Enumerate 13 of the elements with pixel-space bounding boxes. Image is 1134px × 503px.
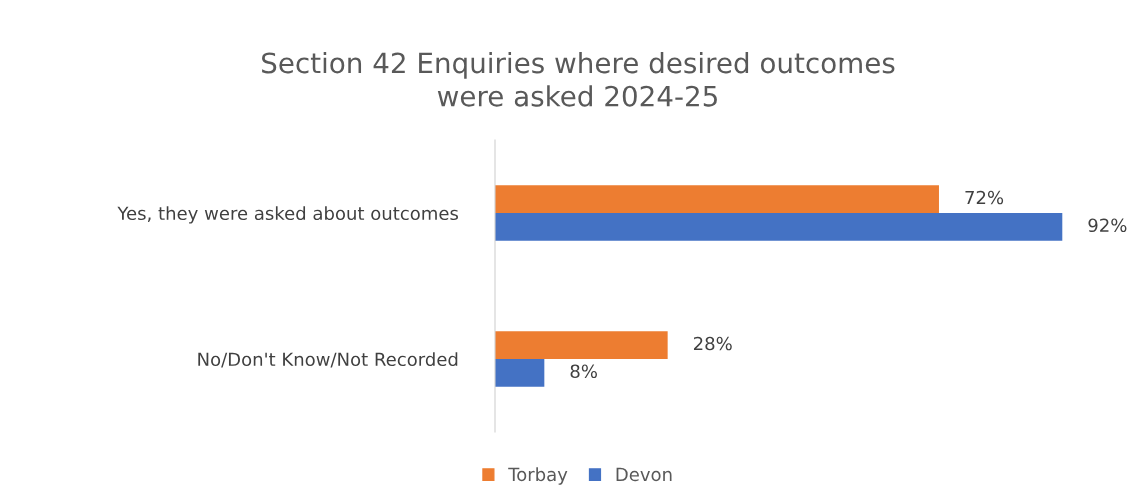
chart-title: Section 42 Enquiries where desired outcomes were asked 2024-25	[262, 51, 895, 107]
data-label: 28%	[693, 336, 732, 351]
y-tick-label: No/Don't Know/Not Recorded	[198, 352, 458, 368]
data-label: 8%	[570, 364, 597, 379]
data-label: 92%	[1088, 218, 1127, 233]
y-tick-label: Yes, they were asked about outcomes	[117, 206, 459, 224]
bar	[495, 185, 939, 213]
data-label: 72%	[965, 190, 1004, 205]
legend-label: Torbay	[508, 467, 568, 485]
bar	[495, 331, 668, 359]
bar	[495, 359, 545, 387]
legend-label: Devon	[616, 467, 672, 482]
bar	[495, 213, 1063, 241]
